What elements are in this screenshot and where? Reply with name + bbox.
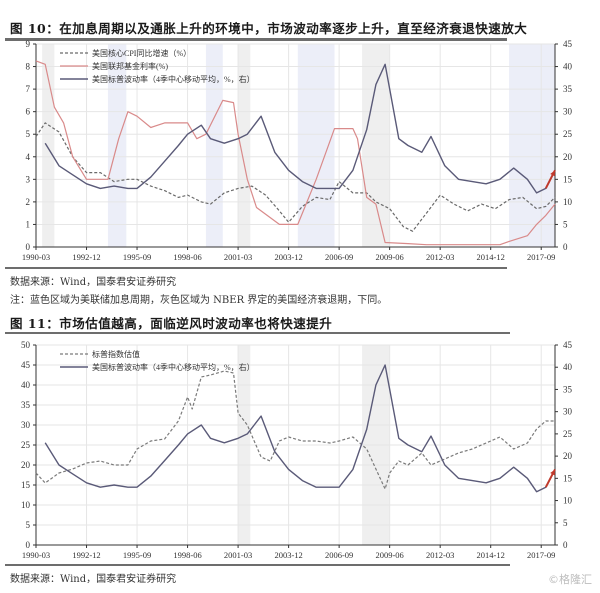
y-right-tick-label: 15 [563,174,573,184]
recession-shade [238,44,251,247]
y-left-tick-label: 20 [21,460,31,470]
fed-funds-series-line [35,60,556,246]
y-left-tick-label: 10 [21,500,31,510]
x-tick-label: 1995-09 [123,550,151,560]
y-right-tick-label: 45 [563,340,573,350]
x-tick-label: 2001-03 [224,252,252,262]
legend-label: 美国标普波动率（4季中心移动平均，%，右） [92,74,255,84]
figure1-title: 图 10：在加息周期以及通胀上升的环境中，市场波动率逐步上升，直至经济衰退快速放… [10,21,528,36]
y-left-tick-label: 4 [26,152,31,162]
recession-shade [42,44,55,247]
y-left-tick-label: 9 [26,39,31,49]
y-left-tick-label: 5 [26,520,31,530]
y-left-tick-label: 35 [21,400,31,410]
y-right-tick-label: 5 [563,219,568,229]
y-left-tick-label: 0 [26,540,31,550]
legend-label: 标普指数估值 [92,349,140,359]
x-tick-label: 2001-03 [224,550,252,560]
y-right-tick-label: 5 [563,518,568,528]
y-left-tick-label: 50 [21,340,31,350]
x-tick-label: 2017-09 [527,252,555,262]
y-right-tick-label: 20 [563,152,573,162]
y-right-tick-label: 10 [563,197,573,207]
x-tick-label: 1998-06 [173,252,201,262]
x-tick-label: 1990-03 [22,252,50,262]
x-tick-label: 1995-09 [123,252,151,262]
legend-label: 美国标普波动率（4季中心移动平均，%，右） [92,362,255,372]
y-right-tick-label: 40 [563,62,573,72]
x-tick-label: 2003-12 [274,252,302,262]
y-left-tick-label: 45 [21,360,31,370]
hike-cycle-shade [509,44,555,247]
x-tick-label: 2017-09 [527,550,555,560]
y-left-tick-label: 6 [26,107,31,117]
volatility-series-line [44,364,556,493]
arrow-head-icon [550,469,555,476]
x-tick-label: 2006-09 [325,550,353,560]
cpi-series-line [35,122,556,232]
figure1-title-rule [5,38,507,41]
y-right-tick-label: 10 [563,496,573,506]
y-right-tick-label: 25 [563,129,573,139]
y-right-tick-label: 35 [563,84,573,94]
volatility-series-line [44,63,556,194]
y-left-tick-label: 7 [26,84,31,94]
figure2-bottom-rule [5,564,510,566]
x-tick-label: 1998-06 [173,550,201,560]
y-left-tick-label: 15 [21,480,31,490]
figure2-source: 数据来源：Wind，国泰君安证券研究 [10,574,177,585]
y-left-tick-label: 8 [26,62,31,72]
y-left-tick-label: 25 [21,440,31,450]
y-right-tick-label: 20 [563,451,573,461]
y-right-tick-label: 45 [563,39,573,49]
y-right-tick-label: 35 [563,384,573,394]
x-tick-label: 2014-12 [477,550,505,560]
figure1-bottom-rule [5,267,507,269]
figure2-chart: 0 5 10 15 20 25 30 35 40 45 50 0 5 10 15 20 25 30 35 40 45 19… [21,340,573,560]
y-right-tick-label: 0 [563,540,568,550]
x-tick-label: 1992-12 [72,252,100,262]
y-right-tick-label: 30 [563,107,573,117]
arrow-head-icon [550,170,555,177]
y-left-tick-label: 0 [26,242,31,252]
x-tick-label: 2003-12 [274,550,302,560]
x-tick-label: 2012-03 [426,550,454,560]
y-right-tick-label: 40 [563,362,573,372]
y-right-tick-label: 30 [563,407,573,417]
y-left-tick-label: 5 [26,129,31,139]
x-tick-label: 1990-03 [22,550,50,560]
x-tick-label: 2012-03 [426,252,454,262]
figure2-title-rule [5,332,510,334]
y-left-tick-label: 40 [21,380,31,390]
y-left-tick-label: 3 [26,174,31,184]
x-tick-label: 2009-06 [375,252,403,262]
hike-cycle-shade [205,44,223,247]
x-tick-label: 2006-09 [325,252,353,262]
y-right-tick-label: 0 [563,242,568,252]
y-right-tick-label: 25 [563,429,573,439]
watermark: ©格隆汇 [548,573,592,586]
x-tick-label: 2014-12 [477,252,505,262]
legend-label: 美国联邦基金利率(%) [92,61,168,71]
x-tick-label: 1992-12 [72,550,100,560]
y-left-tick-label: 2 [26,197,31,207]
figure2-title: 图 11：市场估值越高，面临逆风时波动率也将快速提升 [10,316,333,331]
legend-label: 美国核心CPI同比增速（%） [92,48,191,58]
recession-shade [362,44,390,247]
figure1-note: 注：蓝色区域为美联储加息周期，灰色区域为 NBER 界定的美国经济衰退期，下同。 [10,295,388,306]
y-right-tick-label: 15 [563,473,573,483]
x-tick-label: 2009-06 [375,550,403,560]
y-left-tick-label: 30 [21,420,31,430]
figure1-source: 数据来源：Wind，国泰君安证券研究 [10,277,177,288]
valuation-series-line [35,370,555,490]
y-left-tick-label: 1 [26,219,31,229]
